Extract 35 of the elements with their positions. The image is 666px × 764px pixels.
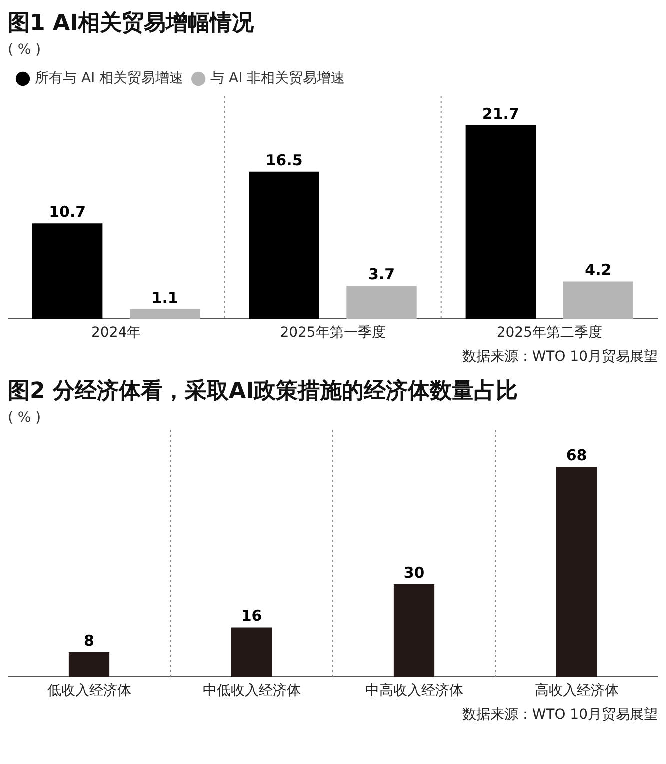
data-label: 68: [566, 446, 588, 464]
x-tick-label: 中高收入经济体: [365, 683, 464, 700]
data-label: 16: [241, 607, 262, 626]
data-label: 16.5: [266, 151, 303, 170]
bar: [231, 628, 272, 678]
x-tick-label: 中低收入经济体: [202, 683, 301, 700]
bar: [556, 467, 598, 678]
source-note: 数据来源：WTO 10月贸易展望: [461, 348, 658, 366]
chart-title: 图2 分经济体看，采取AI政策措施的经济体数量占比: [8, 378, 520, 406]
data-label: 8: [84, 632, 94, 650]
y-axis-title: ( % ): [8, 410, 42, 426]
x-tick-label: 低收入经济体: [47, 683, 132, 700]
bar: [563, 282, 634, 320]
bar: [68, 652, 110, 678]
bar: [394, 584, 435, 678]
legend-label: 所有与 AI 相关贸易增速: [35, 70, 184, 87]
bar: [466, 125, 536, 320]
bar: [130, 309, 200, 320]
bar: [249, 172, 320, 320]
x-tick-label: 2025年第一季度: [280, 325, 386, 342]
data-label: 21.7: [482, 104, 520, 123]
y-axis-title: ( % ): [8, 42, 42, 58]
chart-title: 图1 AI相关贸易增幅情况: [8, 10, 256, 38]
bar: [32, 224, 103, 320]
x-tick-label: 2024年: [92, 325, 142, 342]
data-label: 10.7: [49, 203, 86, 222]
legend-label: 与 AI 非相关贸易增速: [210, 70, 346, 87]
source-note: 数据来源：WTO 10月贸易展望: [461, 706, 658, 724]
data-label: 4.2: [585, 261, 612, 280]
bar: [346, 286, 417, 320]
x-tick-label: 2025年第二季度: [496, 325, 602, 342]
data-label: 1.1: [152, 288, 178, 307]
data-label: 3.7: [368, 266, 396, 284]
x-tick-label: 高收入经济体: [534, 683, 619, 700]
data-label: 30: [404, 564, 425, 582]
